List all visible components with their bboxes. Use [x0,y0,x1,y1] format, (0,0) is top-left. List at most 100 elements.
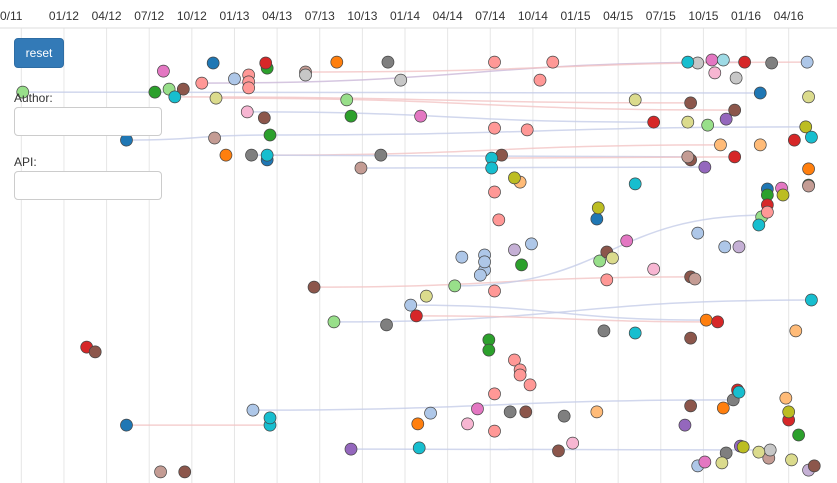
commit-dot [785,453,798,467]
api-label: API: [14,155,37,169]
commit-dot [728,150,742,164]
reset-button[interactable]: reset [14,38,64,68]
commit-dot [718,240,732,254]
commit-dot [647,115,661,129]
commit-dot [448,279,462,293]
commit-dot [260,148,274,162]
commit-dot [684,96,697,110]
commit-dot [245,148,258,162]
commit-dot [240,105,254,119]
commit-dot [206,56,220,70]
commit-dot [307,280,321,294]
x-tick-label: 04/14 [433,9,463,23]
commit-dot [263,411,277,425]
commit-dot [414,109,427,123]
commit-dot [805,130,818,144]
author-label: Author: [14,91,53,105]
link-line [416,315,718,323]
x-tick-label: 10/15 [688,9,718,23]
commit-dot [566,436,580,450]
commit-dot [508,243,521,257]
x-tick-label: 01/12 [49,9,79,23]
commit-dot [681,55,695,69]
commit-dot [488,55,501,69]
link-line [269,126,806,136]
commit-dot [714,138,727,152]
link-line [247,111,654,123]
commit-dot [508,171,521,185]
commit-dot [488,424,501,438]
commit-dot [404,298,418,312]
commit-dot [711,315,724,329]
commit-dot [411,417,425,431]
commit-dot [620,234,634,248]
commit-dot [533,73,547,87]
commit-dot [708,66,722,80]
commit-dot [691,226,705,240]
commit-dot [168,90,182,104]
commit-dot [157,64,170,78]
commit-dot [628,177,642,191]
commit-dot [219,148,233,162]
commit-dot [488,387,501,401]
commit-dot [699,313,713,327]
commit-dot [478,255,491,269]
commit-dot [802,162,815,176]
commit-dot [799,120,813,134]
commit-dot [178,465,192,479]
commit-dot [482,343,496,357]
commit-dot [736,440,750,454]
commit-dot [719,112,733,126]
commit-dot [461,417,474,431]
commit-dot [492,213,506,227]
x-tick-label: 07/14 [475,9,505,23]
commit-dot [513,368,527,382]
link-line [22,91,761,94]
commit-dot [515,258,528,272]
commit-dot [789,324,803,338]
commit-dot [678,418,692,432]
commit-dot [16,85,30,99]
commit-dot [473,268,487,282]
commit-dot [242,81,256,95]
commit-dot [763,443,777,457]
commit-dot [802,179,815,193]
author-input[interactable] [14,107,162,136]
commit-dot [753,138,767,152]
commit-dot [684,399,697,413]
commit-dot [684,331,697,345]
x-tick-label: 04/12 [92,9,122,23]
commit-dot [344,109,358,123]
x-tick-label: 04/15 [603,9,633,23]
commit-dot [412,441,426,455]
commit-dot [485,161,499,175]
commit-dot [716,53,730,67]
commit-dot [807,459,821,473]
commit-dot [779,391,793,405]
commit-dot [732,385,746,399]
x-tick-label: 04/13 [262,9,292,23]
commit-dot [761,205,774,219]
commit-dot [716,401,730,415]
commit-dot [715,456,729,470]
link-line [215,97,735,111]
link-line [314,276,691,288]
commit-dot [299,68,312,82]
commit-dot [590,405,604,419]
commit-dot [698,160,712,174]
commit-dot [802,90,815,104]
api-input[interactable] [14,171,162,200]
commit-dot [209,91,223,105]
commit-dot [195,76,209,90]
commit-dot [508,353,521,367]
commit-dot [259,56,273,70]
commit-dot [765,56,778,70]
commit-dot [394,73,408,87]
commit-dot [647,262,661,276]
x-tick-label: 10/12 [177,9,207,23]
commit-dot [681,150,695,164]
commit-dot [257,111,271,125]
commit-dot [752,445,766,459]
